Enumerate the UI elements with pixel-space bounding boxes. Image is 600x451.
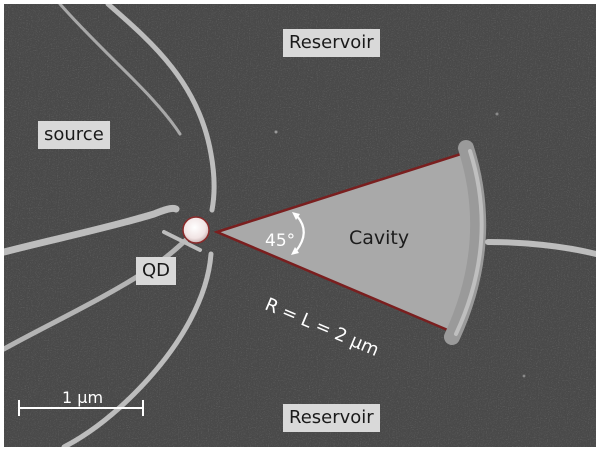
angle-arrow-bottom — [291, 247, 299, 255]
upper-left-gate — [58, 4, 182, 136]
upper-gate-electrode — [105, 4, 217, 213]
reservoir-bottom-label: Reservoir — [283, 404, 380, 432]
angle-arrow-top — [292, 212, 300, 220]
cavity-arc-electrode — [444, 140, 487, 345]
cavity-label: Cavity — [349, 227, 410, 249]
plunger-gate-lower — [4, 237, 189, 352]
plunger-gate-upper — [4, 204, 180, 256]
qd-label: QD — [136, 257, 177, 285]
qd-side-gate — [162, 230, 202, 252]
reservoir-top-label: Reservoir — [283, 29, 380, 57]
angle-arc — [295, 215, 305, 252]
sem-image — [4, 4, 596, 447]
surface-particle — [495, 112, 499, 116]
cavity-feed-line — [485, 239, 596, 257]
lower-gate-electrode — [61, 251, 214, 447]
sem-micrograph: Reservoir source QD Reservoir Cavity 45°… — [4, 4, 596, 447]
source-label: source — [38, 121, 110, 149]
scale-bar-label: 1 µm — [62, 388, 104, 407]
angle-label: 45° — [265, 231, 296, 251]
cavity-arc-highlight — [454, 149, 484, 336]
surface-particle — [274, 130, 278, 134]
surface-particle — [522, 374, 526, 378]
quantum-dot — [182, 216, 210, 244]
